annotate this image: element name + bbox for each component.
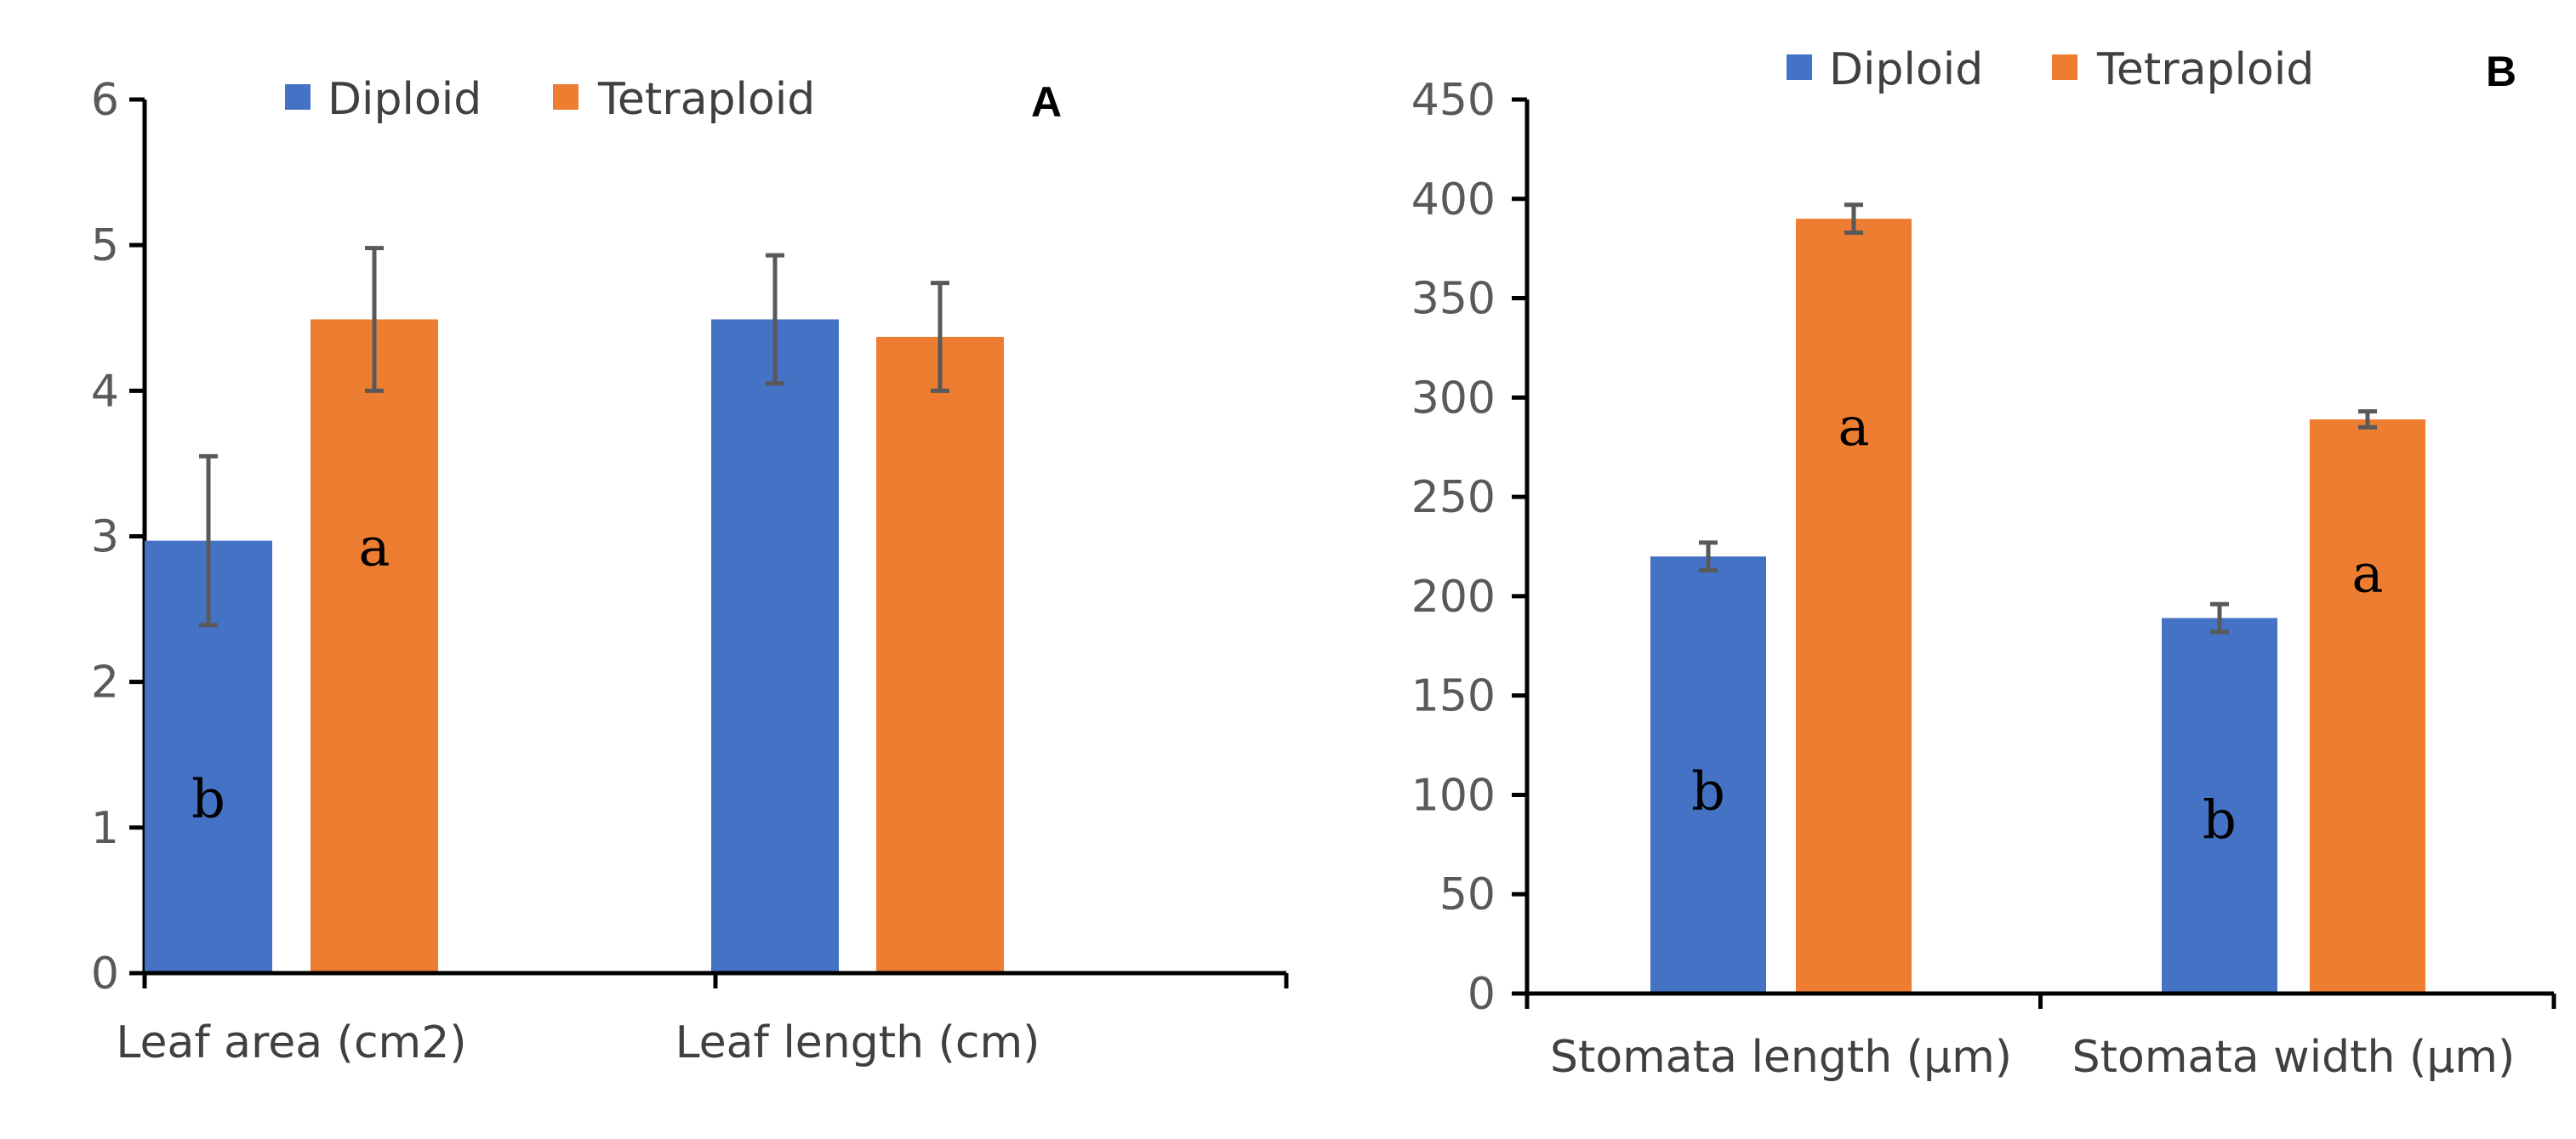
bar-tetraploid [311,319,438,973]
y-tick-label: 450 [1411,75,1496,126]
panel-label: A [1031,78,1062,126]
bar-tetraploid [1796,219,1912,994]
y-tick-label: 6 [91,75,119,126]
x-category-label: Stomata length (µm) [1550,1032,2012,1083]
legend-swatch-diploid [1787,54,1812,80]
bar-tetraploid [876,337,1004,973]
bar-diploid [711,319,839,973]
significance-letter: a [2352,542,2384,604]
y-tick-label: 50 [1439,869,1496,920]
bar-diploid [2162,618,2277,994]
y-tick-label: 350 [1411,274,1496,325]
x-category-label: Leaf length (cm) [675,1017,1040,1068]
y-tick-label: 5 [91,220,119,271]
y-tick-label: 2 [91,658,119,709]
legend: Diploid Tetraploid [1787,44,2314,95]
y-tick-label: 150 [1411,671,1496,722]
panel-label: B [2486,48,2516,95]
legend-swatch-tetraploid [553,84,578,110]
significance-letter: b [191,768,225,830]
y-tick-label: 200 [1411,572,1496,623]
chart-panel-b: B Diploid Tetraploid 0 50 100 150 200 250 300 3… [1411,44,2556,1083]
significance-letter: b [1691,760,1725,823]
legend-label-diploid: Diploid [1829,44,1983,95]
legend: Diploid Tetraploid [285,74,815,125]
y-tick-label: 100 [1411,770,1496,821]
legend-swatch-tetraploid [2052,54,2077,80]
y-tick-label: 300 [1411,373,1496,424]
y-tick-label: 4 [91,366,119,417]
legend-label-diploid: Diploid [328,74,482,125]
y-tick-label: 3 [91,512,119,563]
significance-letter: b [2203,789,2237,851]
legend-label-tetraploid: Tetraploid [597,74,815,125]
y-tick-label: 400 [1411,174,1496,225]
x-category-label: Leaf area (cm2) [116,1017,466,1068]
bar-diploid [1650,556,1766,994]
significance-letter: a [1838,396,1870,458]
y-tick-label: 1 [91,803,119,854]
significance-letter: a [359,515,390,578]
legend-label-tetraploid: Tetraploid [2096,44,2314,95]
x-category-label: Stomata width (µm) [2072,1032,2516,1083]
chart-panel-a: A Diploid Tetraploid 0 1 2 3 4 5 6 b a Leaf area … [91,74,1289,1068]
y-tick-label: 250 [1411,472,1496,523]
y-tick-label: 0 [1468,969,1496,1020]
legend-swatch-diploid [285,84,311,110]
bar-tetraploid [2310,419,2425,994]
y-tick-label: 0 [91,948,119,999]
